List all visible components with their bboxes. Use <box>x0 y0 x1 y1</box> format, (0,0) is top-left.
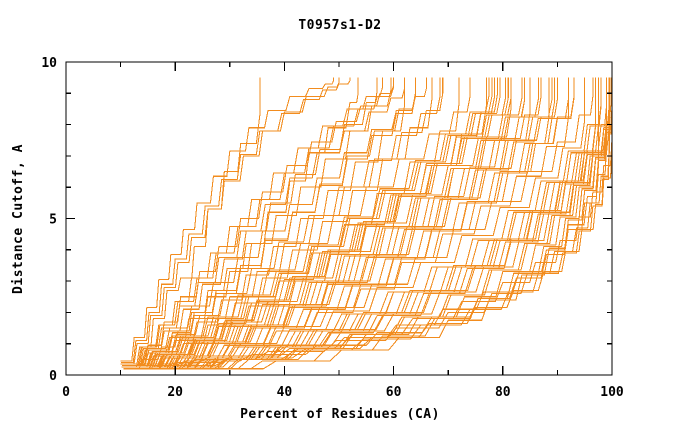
axis-ticks <box>65 61 613 376</box>
data-curve <box>120 77 335 362</box>
data-curve <box>123 77 359 370</box>
x-axis-title: Percent of Residues (CA) <box>240 407 440 422</box>
data-curves-layer <box>120 77 613 370</box>
page-title: T0957s1-D2 <box>298 18 381 33</box>
data-curve <box>126 77 416 367</box>
data-curve <box>134 77 433 368</box>
y-axis-title: Distance Cutoff, A <box>11 144 26 294</box>
data-curve <box>132 77 444 370</box>
axis-tick-labels: 0 20 40 60 80 100 0 5 10 <box>41 56 624 400</box>
data-curve <box>121 77 261 368</box>
data-curve <box>145 77 553 368</box>
data-curve <box>174 77 612 368</box>
data-curve <box>121 77 351 364</box>
y-tick-label: 5 <box>49 213 57 228</box>
data-curve <box>168 77 610 370</box>
data-curve <box>130 77 395 365</box>
data-curve <box>123 77 395 367</box>
data-curve <box>135 77 523 368</box>
x-tick-label: 100 <box>600 385 624 400</box>
y-tick-label: 10 <box>41 56 57 71</box>
data-curve <box>136 77 460 370</box>
data-curve <box>139 77 526 368</box>
data-curve <box>129 77 493 368</box>
data-curve <box>132 77 509 368</box>
data-curve <box>158 77 586 368</box>
data-curve <box>128 77 441 367</box>
data-curve <box>139 77 610 367</box>
data-curve <box>147 77 613 367</box>
data-curve <box>142 77 512 370</box>
x-tick-label: 80 <box>495 385 511 400</box>
x-tick-label: 0 <box>62 385 70 400</box>
data-curve <box>121 77 599 368</box>
data-curve <box>147 77 550 370</box>
x-tick-label: 40 <box>277 385 293 400</box>
data-curve <box>120 77 340 365</box>
data-curve <box>125 77 406 367</box>
data-curve <box>123 77 427 367</box>
y-tick-label: 0 <box>49 369 57 384</box>
x-tick-label: 60 <box>386 385 402 400</box>
data-curve <box>128 77 490 367</box>
x-tick-label: 20 <box>167 385 183 400</box>
data-curve <box>146 77 556 368</box>
data-curve <box>154 77 575 368</box>
